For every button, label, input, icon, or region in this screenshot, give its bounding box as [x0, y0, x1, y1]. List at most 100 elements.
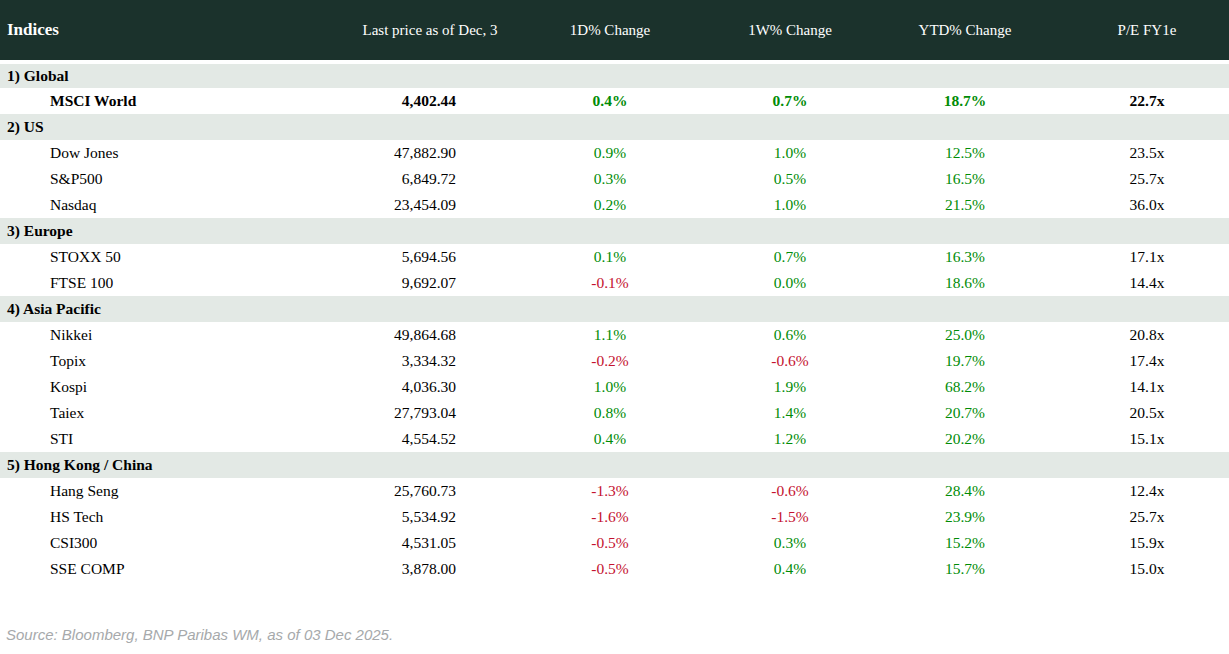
last-price-cell: 6,849.72 — [280, 166, 530, 192]
change-1w-cell: 1.0% — [690, 192, 890, 218]
header-row: Indices Last price as of Dec, 3 1D% Chan… — [0, 0, 1229, 62]
index-name-cell: Taiex — [0, 400, 280, 426]
pe-cell: 25.7x — [1040, 504, 1229, 530]
index-row: CSI3004,531.05-0.5%0.3%15.2%15.9x — [0, 530, 1229, 556]
index-name-cell: Dow Jones — [0, 140, 280, 166]
change-1d-cell: 0.8% — [530, 400, 690, 426]
change-ytd-cell: 68.2% — [890, 374, 1040, 400]
last-price-cell: 4,554.52 — [280, 426, 530, 452]
change-1d-cell: -0.2% — [530, 348, 690, 374]
change-1d-cell: 1.0% — [530, 374, 690, 400]
header-1d-change: 1D% Change — [530, 0, 690, 62]
pe-cell: 15.9x — [1040, 530, 1229, 556]
change-ytd-cell: 16.3% — [890, 244, 1040, 270]
change-1w-cell: 0.4% — [690, 556, 890, 582]
index-row: FTSE 1009,692.07-0.1%0.0%18.6%14.4x — [0, 270, 1229, 296]
index-row: Taiex27,793.040.8%1.4%20.7%20.5x — [0, 400, 1229, 426]
index-name-cell: SSE COMP — [0, 556, 280, 582]
section-label: 2) US — [0, 114, 1229, 140]
section-label: 1) Global — [0, 62, 1229, 88]
header-pe-fy1e: P/E FY1e — [1040, 0, 1229, 62]
change-1w-cell: 1.2% — [690, 426, 890, 452]
index-name-cell: HS Tech — [0, 504, 280, 530]
pe-cell: 22.7x — [1040, 88, 1229, 114]
index-row: Hang Seng25,760.73-1.3%-0.6%28.4%12.4x — [0, 478, 1229, 504]
change-1w-cell: -0.6% — [690, 478, 890, 504]
index-row: Topix3,334.32-0.2%-0.6%19.7%17.4x — [0, 348, 1229, 374]
last-price-cell: 3,878.00 — [280, 556, 530, 582]
pe-cell: 12.4x — [1040, 478, 1229, 504]
change-1d-cell: 0.4% — [530, 88, 690, 114]
pe-cell: 14.4x — [1040, 270, 1229, 296]
pe-cell: 17.1x — [1040, 244, 1229, 270]
last-price-cell: 25,760.73 — [280, 478, 530, 504]
change-ytd-cell: 15.7% — [890, 556, 1040, 582]
change-1w-cell: 0.7% — [690, 88, 890, 114]
change-1d-cell: -1.3% — [530, 478, 690, 504]
header-1w-change: 1W% Change — [690, 0, 890, 62]
index-name-cell: STI — [0, 426, 280, 452]
change-1w-cell: 1.9% — [690, 374, 890, 400]
section-row: 5) Hong Kong / China — [0, 452, 1229, 478]
index-name-cell: Nikkei — [0, 322, 280, 348]
last-price-cell: 5,534.92 — [280, 504, 530, 530]
section-label: 5) Hong Kong / China — [0, 452, 1229, 478]
change-1d-cell: 0.1% — [530, 244, 690, 270]
change-1d-cell: -0.5% — [530, 530, 690, 556]
change-1d-cell: 0.2% — [530, 192, 690, 218]
table-header: Indices Last price as of Dec, 3 1D% Chan… — [0, 0, 1229, 62]
pe-cell: 15.0x — [1040, 556, 1229, 582]
change-ytd-cell: 18.7% — [890, 88, 1040, 114]
change-1d-cell: -0.5% — [530, 556, 690, 582]
change-1d-cell: 1.1% — [530, 322, 690, 348]
index-name-cell: Nasdaq — [0, 192, 280, 218]
section-label: 3) Europe — [0, 218, 1229, 244]
pe-cell: 20.8x — [1040, 322, 1229, 348]
change-ytd-cell: 16.5% — [890, 166, 1040, 192]
last-price-cell: 9,692.07 — [280, 270, 530, 296]
change-ytd-cell: 23.9% — [890, 504, 1040, 530]
change-ytd-cell: 25.0% — [890, 322, 1040, 348]
change-ytd-cell: 20.2% — [890, 426, 1040, 452]
header-last-price: Last price as of Dec, 3 — [280, 0, 530, 62]
change-ytd-cell: 20.7% — [890, 400, 1040, 426]
index-row: Dow Jones47,882.900.9%1.0%12.5%23.5x — [0, 140, 1229, 166]
change-1d-cell: -0.1% — [530, 270, 690, 296]
index-name-cell: CSI300 — [0, 530, 280, 556]
index-name-cell: Hang Seng — [0, 478, 280, 504]
last-price-cell: 5,694.56 — [280, 244, 530, 270]
section-row: 3) Europe — [0, 218, 1229, 244]
change-1d-cell: 0.3% — [530, 166, 690, 192]
last-price-cell: 4,402.44 — [280, 88, 530, 114]
last-price-cell: 3,334.32 — [280, 348, 530, 374]
index-row: HS Tech5,534.92-1.6%-1.5%23.9%25.7x — [0, 504, 1229, 530]
header-ytd-change: YTD% Change — [890, 0, 1040, 62]
index-row: S&P5006,849.720.3%0.5%16.5%25.7x — [0, 166, 1229, 192]
last-price-cell: 23,454.09 — [280, 192, 530, 218]
source-note: Source: Bloomberg, BNP Paribas WM, as of… — [6, 626, 1229, 643]
pe-cell: 17.4x — [1040, 348, 1229, 374]
change-ytd-cell: 18.6% — [890, 270, 1040, 296]
pe-cell: 36.0x — [1040, 192, 1229, 218]
change-1w-cell: -1.5% — [690, 504, 890, 530]
change-ytd-cell: 21.5% — [890, 192, 1040, 218]
index-row: MSCI World4,402.440.4%0.7%18.7%22.7x — [0, 88, 1229, 114]
section-row: 1) Global — [0, 62, 1229, 88]
last-price-cell: 4,036.30 — [280, 374, 530, 400]
table-body: 1) GlobalMSCI World4,402.440.4%0.7%18.7%… — [0, 62, 1229, 582]
index-name-cell: Kospi — [0, 374, 280, 400]
last-price-cell: 4,531.05 — [280, 530, 530, 556]
change-1w-cell: 0.5% — [690, 166, 890, 192]
last-price-cell: 27,793.04 — [280, 400, 530, 426]
change-1w-cell: 0.6% — [690, 322, 890, 348]
last-price-cell: 49,864.68 — [280, 322, 530, 348]
change-ytd-cell: 28.4% — [890, 478, 1040, 504]
pe-cell: 20.5x — [1040, 400, 1229, 426]
index-row: Nasdaq23,454.090.2%1.0%21.5%36.0x — [0, 192, 1229, 218]
index-row: STI4,554.520.4%1.2%20.2%15.1x — [0, 426, 1229, 452]
change-1w-cell: 0.0% — [690, 270, 890, 296]
change-1w-cell: 0.7% — [690, 244, 890, 270]
change-ytd-cell: 19.7% — [890, 348, 1040, 374]
index-name-cell: FTSE 100 — [0, 270, 280, 296]
change-1w-cell: 1.4% — [690, 400, 890, 426]
